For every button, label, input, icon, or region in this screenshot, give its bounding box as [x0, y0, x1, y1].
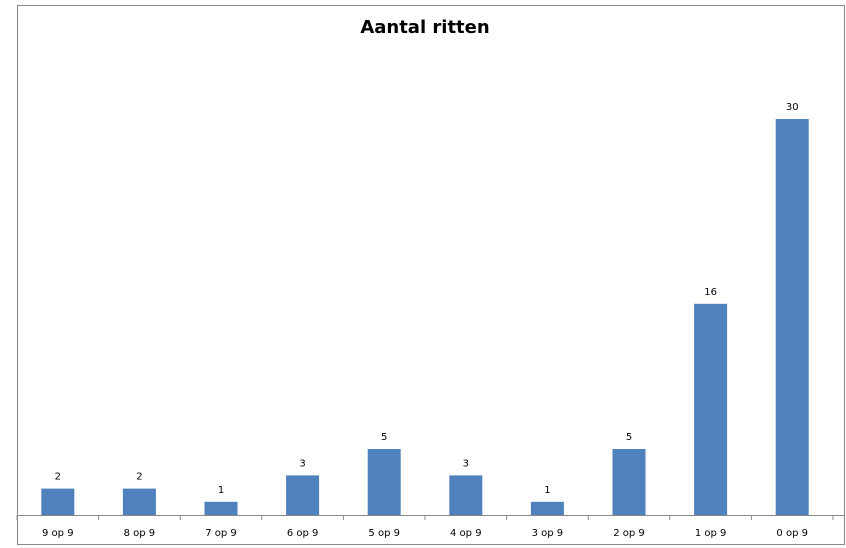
- bar: [204, 501, 238, 515]
- data-label: 5: [381, 432, 387, 443]
- x-tick-label: 1 op 9: [695, 528, 727, 539]
- data-label: 16: [704, 287, 717, 298]
- data-label: 1: [544, 485, 550, 496]
- bar: [694, 303, 728, 515]
- data-label: 30: [786, 102, 799, 113]
- x-tick-label: 2 op 9: [613, 528, 645, 539]
- bar: [41, 488, 75, 515]
- bar: [286, 475, 320, 515]
- x-tick-label: 5 op 9: [368, 528, 400, 539]
- data-label: 2: [136, 472, 142, 483]
- data-label: 2: [55, 472, 61, 483]
- x-tick-label: 6 op 9: [287, 528, 319, 539]
- bar: [612, 449, 646, 515]
- x-tick-label: 8 op 9: [124, 528, 156, 539]
- x-tick-label: 9 op 9: [42, 528, 74, 539]
- bar: [367, 449, 401, 515]
- x-tick-label: 7 op 9: [205, 528, 237, 539]
- bar: [775, 119, 809, 515]
- bar: [449, 475, 483, 515]
- data-label: 1: [218, 485, 224, 496]
- x-tick-label: 0 op 9: [776, 528, 808, 539]
- data-label: 3: [463, 458, 469, 469]
- bar: [122, 488, 156, 515]
- data-label: 3: [299, 458, 305, 469]
- x-tick-label: 4 op 9: [450, 528, 482, 539]
- bar: [530, 501, 564, 515]
- chart-title: Aantal ritten: [360, 17, 489, 38]
- x-tick-label: 3 op 9: [532, 528, 564, 539]
- data-label: 5: [626, 432, 632, 443]
